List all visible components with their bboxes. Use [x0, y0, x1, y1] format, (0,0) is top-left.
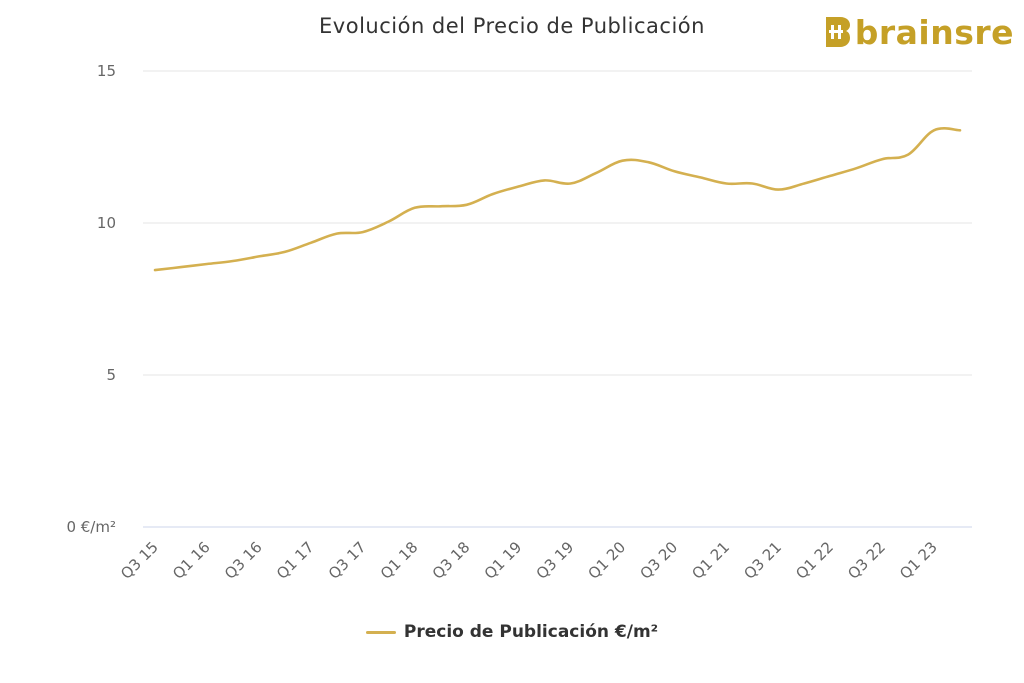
data-point[interactable] [671, 168, 677, 174]
x-tick-label: Q3 18 [429, 538, 474, 583]
series-line[interactable] [153, 127, 962, 272]
x-tick-label: Q3 22 [844, 538, 889, 583]
data-point[interactable] [334, 231, 340, 237]
data-point[interactable] [619, 158, 625, 164]
x-tick-label: Q3 16 [221, 538, 266, 583]
data-point[interactable] [957, 127, 963, 133]
data-point[interactable] [516, 184, 522, 190]
data-point[interactable] [308, 240, 314, 246]
x-tick-label: Q3 17 [325, 538, 370, 583]
data-point[interactable] [438, 203, 444, 209]
x-tick-label: Q3 19 [533, 538, 578, 583]
legend-label: Precio de Publicación €/m² [403, 622, 659, 642]
x-tick-label: Q1 16 [169, 538, 214, 583]
y-tick-label: 5 [106, 366, 116, 384]
data-point[interactable] [178, 264, 184, 270]
data-point[interactable] [879, 156, 885, 162]
data-point[interactable] [801, 180, 807, 186]
x-tick-label: Q1 18 [377, 538, 422, 583]
y-tick-label: 15 [97, 62, 116, 80]
y-tick-label: 10 [97, 214, 116, 232]
data-point[interactable] [645, 159, 651, 165]
brand-mark-icon [825, 17, 850, 47]
data-point[interactable] [853, 165, 859, 171]
brand-name: brainsre [854, 12, 1014, 52]
legend-swatch [365, 630, 396, 634]
data-point[interactable] [827, 173, 833, 179]
data-point[interactable] [282, 249, 288, 255]
x-tick-label: Q3 21 [740, 538, 785, 583]
data-point[interactable] [749, 180, 755, 186]
data-point[interactable] [230, 258, 236, 264]
x-tick-label: Q1 21 [688, 538, 733, 583]
data-point[interactable] [723, 180, 729, 186]
data-point[interactable] [412, 205, 418, 211]
data-point[interactable] [697, 174, 703, 180]
data-point[interactable] [152, 267, 158, 273]
legend[interactable]: Precio de Publicación €/m² [0, 622, 1024, 642]
data-point[interactable] [360, 229, 366, 235]
data-point[interactable] [567, 180, 573, 186]
series-layer [152, 127, 963, 273]
y-axis-ticks: 0 €/m² 5 10 15 [66, 62, 116, 536]
data-point[interactable] [386, 218, 392, 224]
y-tick-label: 0 €/m² [66, 518, 116, 536]
data-point[interactable] [204, 261, 210, 267]
x-tick-label: Q1 17 [273, 538, 318, 583]
grid-lines [143, 70, 972, 528]
data-point[interactable] [256, 253, 262, 259]
data-point[interactable] [542, 177, 548, 183]
x-tick-label: Q1 22 [792, 538, 837, 583]
brand-logo: brainsre [825, 10, 1014, 54]
x-tick-label: Q1 20 [585, 538, 630, 583]
x-tick-label: Q1 19 [481, 538, 526, 583]
data-point[interactable] [905, 152, 911, 158]
x-tick-label: Q1 23 [896, 538, 941, 583]
x-tick-label: Q3 15 [117, 538, 162, 583]
x-axis-ticks: Q3 15 Q1 16 Q3 16 Q1 17 Q3 17 Q1 18 Q3 18 Q1 19… [117, 538, 941, 583]
data-point[interactable] [931, 127, 937, 133]
data-point[interactable] [464, 202, 470, 208]
chart-title: Evolución del Precio de Publicación [319, 14, 705, 38]
data-point[interactable] [593, 170, 599, 176]
data-point[interactable] [490, 191, 496, 197]
x-tick-label: Q3 20 [636, 538, 681, 583]
data-point[interactable] [775, 187, 781, 193]
